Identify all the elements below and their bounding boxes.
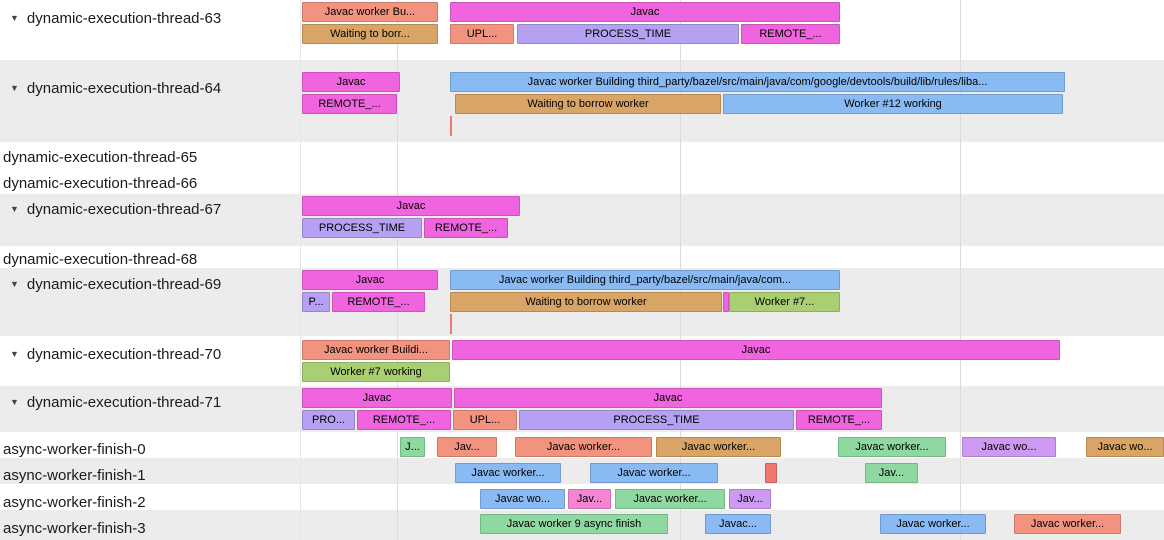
trace-slice[interactable]: Javac — [302, 72, 400, 92]
trace-slice[interactable]: UPL... — [450, 24, 514, 44]
trace-slice[interactable]: Javac worker 9 async finish — [480, 514, 668, 534]
trace-slice[interactable]: PROCESS_TIME — [302, 218, 422, 238]
trace-slice[interactable]: Jav... — [865, 463, 918, 483]
instant-marker[interactable] — [450, 116, 452, 136]
trace-slice[interactable]: UPL... — [453, 410, 517, 430]
track-stripe — [0, 142, 1164, 168]
timeline-axis-line — [300, 0, 301, 540]
track-name: async-worker-finish-0 — [3, 440, 146, 458]
trace-slice[interactable]: REMOTE_... — [796, 410, 882, 430]
trace-slice[interactable]: Javac worker... — [515, 437, 652, 457]
track-header-dynamic-execution-thread-71[interactable]: ▼ dynamic-execution-thread-71 — [0, 392, 221, 412]
trace-slice[interactable]: Jav... — [729, 489, 771, 509]
track-name: dynamic-execution-thread-71 — [26, 393, 222, 411]
trace-slice[interactable]: Javac worker... — [656, 437, 781, 457]
trace-slice[interactable]: Javac — [452, 340, 1060, 360]
trace-slice[interactable]: Javac worker Building third_party/bazel/… — [450, 72, 1065, 92]
trace-slice[interactable]: Javac worker... — [455, 463, 561, 483]
trace-slice[interactable]: REMOTE_... — [302, 94, 397, 114]
trace-slice[interactable]: Javac worker Buildi... — [302, 340, 450, 360]
track-name: async-worker-finish-3 — [3, 519, 146, 537]
trace-slice[interactable]: Javac worker Bu... — [302, 2, 438, 22]
track-stripe — [0, 168, 1164, 194]
track-name: dynamic-execution-thread-65 — [3, 148, 198, 166]
trace-slice[interactable]: PROCESS_TIME — [519, 410, 794, 430]
track-stripe — [0, 194, 1164, 246]
track-header-dynamic-execution-thread-70[interactable]: ▼ dynamic-execution-thread-70 — [0, 344, 221, 364]
trace-slice[interactable]: Waiting to borr... — [302, 24, 438, 44]
track-header-dynamic-execution-thread-68: dynamic-execution-thread-68 — [0, 249, 197, 269]
trace-slice[interactable] — [765, 463, 777, 483]
trace-slice[interactable]: Javac — [302, 388, 452, 408]
trace-slice[interactable]: P... — [302, 292, 330, 312]
trace-slice[interactable]: REMOTE_... — [741, 24, 840, 44]
track-header-dynamic-execution-thread-67[interactable]: ▼ dynamic-execution-thread-67 — [0, 199, 221, 219]
trace-slice[interactable]: Javac — [454, 388, 882, 408]
collapse-arrow-icon[interactable]: ▼ — [10, 83, 19, 93]
track-name: dynamic-execution-thread-64 — [26, 79, 222, 97]
track-name: async-worker-finish-1 — [3, 466, 146, 484]
trace-slice[interactable]: Javac — [450, 2, 840, 22]
trace-slice[interactable]: J... — [400, 437, 425, 457]
track-header-dynamic-execution-thread-65: dynamic-execution-thread-65 — [0, 147, 197, 167]
track-name: dynamic-execution-thread-69 — [26, 275, 222, 293]
collapse-arrow-icon[interactable]: ▼ — [10, 13, 19, 23]
track-header-async-worker-finish-0: async-worker-finish-0 — [0, 439, 146, 459]
collapse-arrow-icon[interactable]: ▼ — [10, 349, 19, 359]
trace-slice[interactable]: Javac worker... — [615, 489, 725, 509]
trace-slice[interactable]: Worker #12 working — [723, 94, 1063, 114]
trace-slice[interactable]: Javac worker... — [838, 437, 946, 457]
time-gridline — [960, 0, 961, 540]
trace-slice[interactable]: PROCESS_TIME — [517, 24, 739, 44]
track-header-dynamic-execution-thread-64[interactable]: ▼ dynamic-execution-thread-64 — [0, 78, 221, 98]
trace-slice[interactable] — [723, 292, 729, 312]
track-name: async-worker-finish-2 — [3, 493, 146, 511]
track-header-dynamic-execution-thread-69[interactable]: ▼ dynamic-execution-thread-69 — [0, 274, 221, 294]
trace-slice[interactable]: Waiting to borrow worker — [455, 94, 721, 114]
trace-slice[interactable]: Javac worker... — [1014, 514, 1121, 534]
track-header-async-worker-finish-3: async-worker-finish-3 — [0, 518, 146, 538]
trace-slice[interactable]: Javac worker... — [880, 514, 986, 534]
trace-slice[interactable]: Javac — [302, 196, 520, 216]
trace-slice[interactable]: Javac... — [705, 514, 771, 534]
trace-slice[interactable]: Worker #7 working — [302, 362, 450, 382]
trace-slice[interactable]: Javac wo... — [480, 489, 565, 509]
track-name: dynamic-execution-thread-67 — [26, 200, 222, 218]
trace-slice[interactable]: Javac — [302, 270, 438, 290]
track-header-dynamic-execution-thread-63[interactable]: ▼ dynamic-execution-thread-63 — [0, 8, 221, 28]
trace-slice[interactable]: Javac worker Building third_party/bazel/… — [450, 270, 840, 290]
trace-slice[interactable]: Jav... — [437, 437, 497, 457]
trace-slice[interactable]: PRO... — [302, 410, 355, 430]
trace-slice[interactable]: Waiting to borrow worker — [450, 292, 722, 312]
trace-slice[interactable]: REMOTE_... — [357, 410, 451, 430]
track-stripe — [0, 246, 1164, 268]
trace-slice[interactable]: Worker #7... — [729, 292, 840, 312]
trace-slice[interactable]: Javac wo... — [962, 437, 1056, 457]
trace-slice[interactable]: Javac worker... — [590, 463, 718, 483]
track-name: dynamic-execution-thread-63 — [26, 9, 222, 27]
track-header-dynamic-execution-thread-66: dynamic-execution-thread-66 — [0, 173, 197, 193]
collapse-arrow-icon[interactable]: ▼ — [10, 397, 19, 407]
track-header-async-worker-finish-2: async-worker-finish-2 — [0, 492, 146, 512]
trace-slice[interactable]: Javac wo... — [1086, 437, 1164, 457]
collapse-arrow-icon[interactable]: ▼ — [10, 279, 19, 289]
collapse-arrow-icon[interactable]: ▼ — [10, 204, 19, 214]
instant-marker[interactable] — [450, 314, 452, 334]
track-header-async-worker-finish-1: async-worker-finish-1 — [0, 465, 146, 485]
track-name: dynamic-execution-thread-68 — [3, 250, 198, 268]
trace-slice[interactable]: REMOTE_... — [332, 292, 425, 312]
track-stripe — [0, 458, 1164, 484]
track-name: dynamic-execution-thread-66 — [3, 174, 198, 192]
trace-slice[interactable]: Jav... — [568, 489, 611, 509]
trace-slice[interactable]: REMOTE_... — [424, 218, 508, 238]
track-name: dynamic-execution-thread-70 — [26, 345, 222, 363]
